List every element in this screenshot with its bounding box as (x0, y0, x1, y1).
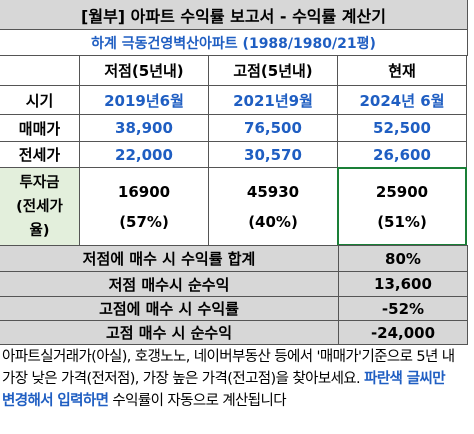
note-text-part2: 수익률이 자동으로 계산됩니다 (108, 393, 287, 409)
header-blank-cell[interactable] (0, 55, 80, 86)
investment-current-cell[interactable]: 25900 (51%) (337, 167, 467, 246)
investment-low-ratio: (57%) (119, 212, 169, 231)
jeonse-low-cell[interactable]: 22,000 (79, 141, 209, 168)
investment-high-ratio: (40%) (248, 212, 298, 231)
column-header-high[interactable]: 고점(5년내) (208, 55, 338, 86)
jeonse-current-cell[interactable]: 26,600 (337, 141, 467, 168)
row-label-period[interactable]: 시기 (0, 85, 80, 115)
summary-label-low-yield[interactable]: 저점에 매수 시 수익률 합계 (0, 245, 339, 272)
investment-label-line3: 율) (29, 222, 50, 239)
column-header-low[interactable]: 저점(5년내) (79, 55, 209, 86)
summary-label-high-yield[interactable]: 고점에 매수 시 수익률 (0, 296, 339, 321)
column-header-current[interactable]: 현재 (337, 55, 467, 86)
apartment-name-cell[interactable]: 하계 극동건영벽산아파트 (1988/1980/21평) (0, 29, 468, 56)
investment-low-amount: 16900 (117, 182, 171, 201)
summary-value-low-profit[interactable]: 13,600 (338, 271, 468, 297)
investment-high-amount: 45930 (246, 182, 300, 201)
investment-current-amount: 25900 (375, 182, 429, 201)
summary-value-high-profit[interactable]: -24,000 (338, 320, 468, 345)
period-low-cell[interactable]: 2019년6월 (79, 85, 209, 115)
jeonse-high-cell[interactable]: 30,570 (208, 141, 338, 168)
investment-high-cell[interactable]: 45930 (40%) (208, 167, 338, 246)
summary-value-high-yield[interactable]: -52% (338, 296, 468, 321)
investment-low-cell[interactable]: 16900 (57%) (79, 167, 209, 246)
note-highlight: 파란색 글씨만 변경해서 입력하면 (2, 371, 446, 409)
period-current-cell[interactable]: 2024년 6월 (337, 85, 467, 115)
instruction-note[interactable]: 아파트실거래가(아실), 호갱노노, 네이버부동산 등에서 '매매가'기준으로 … (0, 344, 468, 412)
note-text-part1: 아파트실거래가(아실), 호갱노노, 네이버부동산 등에서 '매매가'기준으로 … (2, 349, 455, 387)
investment-current-ratio: (51%) (377, 212, 427, 231)
summary-label-low-profit[interactable]: 저점 매수시 순수익 (0, 271, 339, 297)
sheet-title[interactable]: [월부] 아파트 수익률 보고서 - 수익률 계산기 (0, 0, 468, 30)
summary-label-high-profit[interactable]: 고점 매수 시 순수익 (0, 320, 339, 345)
summary-value-low-yield[interactable]: 80% (338, 245, 468, 272)
sale-high-cell[interactable]: 76,500 (208, 114, 338, 142)
investment-label-line1: 투자금 (19, 174, 60, 191)
period-high-cell[interactable]: 2021년9월 (208, 85, 338, 115)
investment-label-line2: (전세가 (16, 198, 63, 215)
sale-low-cell[interactable]: 38,900 (79, 114, 209, 142)
row-label-jeonse[interactable]: 전세가 (0, 141, 80, 168)
row-label-investment[interactable]: 투자금 (전세가 율) (0, 167, 80, 246)
sale-current-cell[interactable]: 52,500 (337, 114, 467, 142)
row-label-sale[interactable]: 매매가 (0, 114, 80, 142)
